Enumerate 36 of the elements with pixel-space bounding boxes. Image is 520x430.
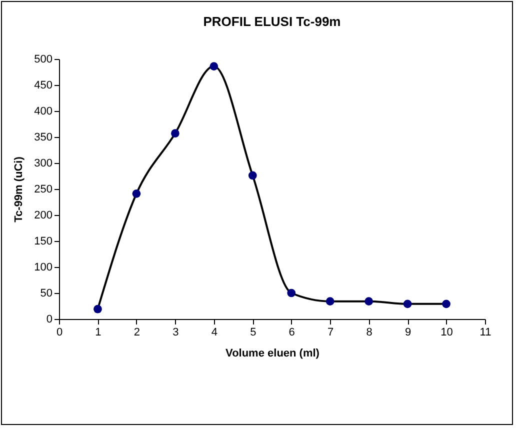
y-axis-title: Tc-99m (uCi) — [13, 156, 26, 222]
y-tick-label: 300 — [34, 158, 52, 170]
x-tick-label: 7 — [328, 326, 334, 338]
x-tick-label: 10 — [440, 326, 453, 338]
y-tick-label: 350 — [34, 132, 52, 144]
x-tick-label: 4 — [211, 326, 218, 338]
point — [326, 297, 334, 306]
point — [364, 297, 373, 306]
point — [171, 129, 180, 138]
x-tick-label: 0 — [56, 326, 63, 338]
x-tick-label: 9 — [404, 326, 412, 338]
y-tick-label: 50 — [40, 288, 52, 300]
point — [132, 190, 141, 198]
x-tick-label: 5 — [250, 326, 256, 338]
point — [442, 300, 450, 308]
y-tick-label: 150 — [34, 236, 52, 248]
y-tick-label: 400 — [34, 106, 52, 118]
point — [287, 288, 296, 298]
y-tick-label: 450 — [34, 80, 52, 92]
y-tick-label: 500 — [34, 54, 52, 66]
y-tick-label: 0 — [46, 314, 52, 326]
point — [210, 62, 218, 70]
x-tick-label: 11 — [480, 326, 492, 338]
x-tick-label: 3 — [172, 326, 179, 338]
point — [94, 304, 102, 314]
y-tick-label: 250 — [34, 184, 52, 196]
chart-title: PROFIL ELUSI Tc-99m — [203, 14, 341, 29]
y-tick-label: 200 — [34, 210, 52, 222]
x-axis-title: Volume eluen (ml) — [226, 348, 320, 360]
point — [403, 300, 412, 308]
x-tick-label: 2 — [134, 326, 140, 338]
x-tick-label: 1 — [95, 326, 102, 338]
x-tick-label: 8 — [366, 326, 372, 338]
point — [248, 171, 257, 180]
y-tick-label: 100 — [34, 262, 52, 274]
x-tick-label: 6 — [288, 326, 295, 338]
